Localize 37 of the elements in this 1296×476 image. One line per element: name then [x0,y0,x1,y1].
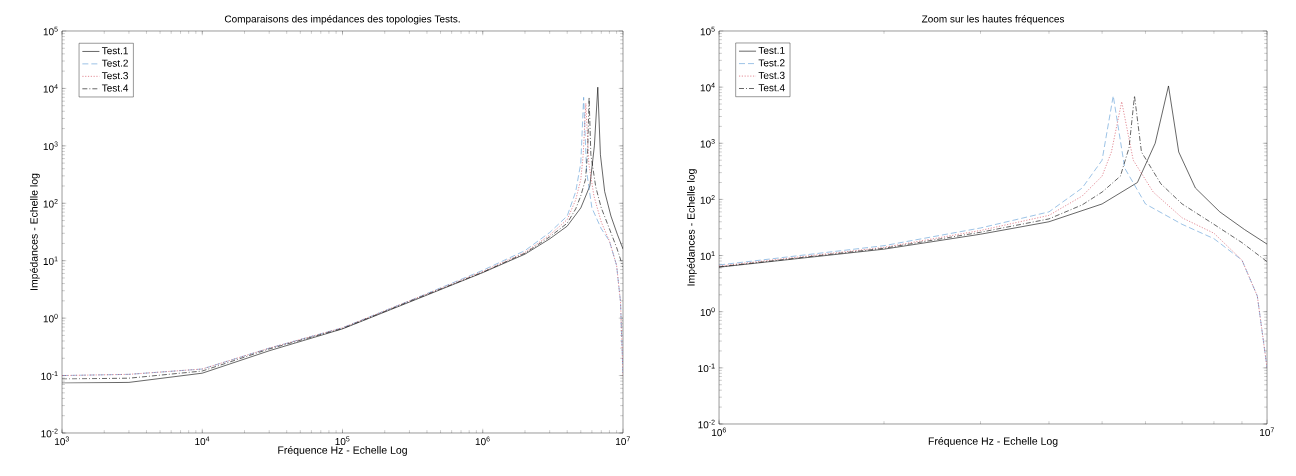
legend-label: Test.3 [758,71,785,79]
legend-label: Test.2 [758,59,785,67]
y-tick-label: 10$^{5}$ [43,26,58,36]
x-axis-title: Fréquence Hz - Echelle Log [278,446,407,456]
y-tick-label: 10$^{0}$ [700,307,715,317]
legend-label: Test.2 [101,59,128,67]
x-tick-label: 10$^{7}$ [616,436,630,446]
x-tick-label: 10$^{4}$ [195,436,210,446]
x-tick-label: 10$^{7}$ [1260,427,1274,437]
y-tick-label: 10$^{-2}$ [698,419,715,429]
y-tick-label: 10$^{-2}$ [41,428,58,438]
y-tick-label: 10$^{2}$ [43,198,58,208]
x-axis-title: Fréquence Hz - Echelle Log [928,437,1058,447]
chart-title: Zoom sur les hautes fréquences [921,15,1065,25]
y-tick-label: 10$^{2}$ [700,195,715,204]
y-tick-label: 10$^{3}$ [43,141,58,151]
x-tick-label: 10$^{5}$ [335,436,350,446]
y-tick-label: 10$^{5}$ [700,26,715,36]
y-tick-label: 10$^{-1}$ [41,371,58,380]
chart-title: Comparaisons des impédances des topologies Tests. [224,15,460,25]
y-tick-label: 10$^{4}$ [43,84,58,93]
legend-label: Test.4 [758,84,785,92]
legend-label: Test.3 [101,72,128,80]
y-axis-title: Impédances - Echelle log [686,169,697,286]
y-tick-label: 10$^{1}$ [700,251,715,260]
y-axis-title: Impédances - Echelle log [29,173,40,290]
y-tick-label: 10$^{1}$ [43,256,58,265]
x-tick-label: 10$^{6}$ [475,436,490,446]
y-tick-label: 10$^{-1}$ [698,363,715,373]
y-tick-label: 10$^{4}$ [700,82,715,92]
legend-label: Test.1 [101,47,128,55]
x-tick-label: 10$^{3}$ [55,436,69,446]
x-tick-label: 10$^{6}$ [712,427,726,437]
y-tick-label: 10$^{3}$ [700,138,715,148]
legend-label: Test.1 [758,46,785,54]
legend-label: Test.4 [101,84,129,92]
y-tick-label: 10$^{0}$ [43,313,58,323]
